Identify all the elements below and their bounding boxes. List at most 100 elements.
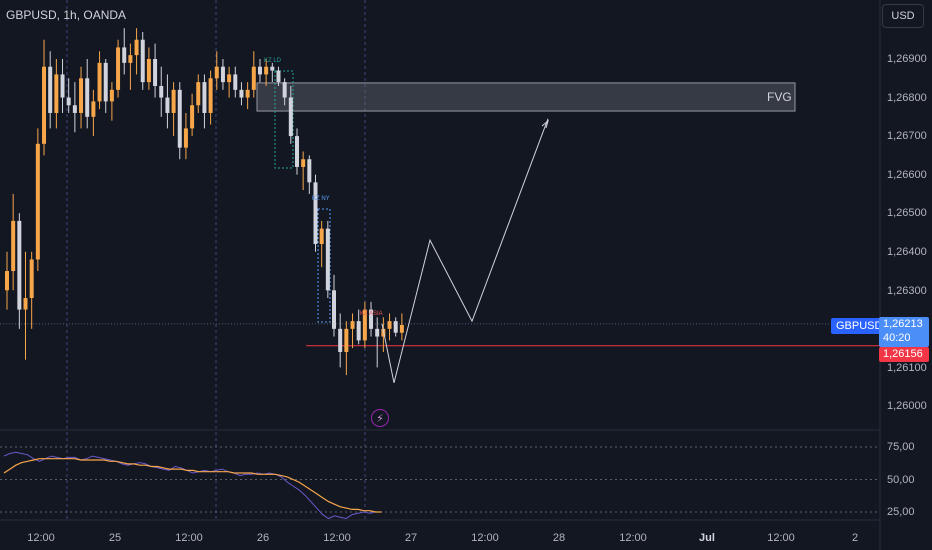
chart-title: GBPUSD, 1h, OANDA (6, 8, 127, 22)
candle-body (103, 62, 108, 102)
candle-body (116, 47, 121, 90)
candle-body (393, 321, 398, 333)
candle-body (165, 97, 170, 113)
candle-body (128, 55, 133, 63)
candle-body (66, 97, 71, 106)
candle-body (369, 309, 374, 329)
price-axis-label: 1,26400 (887, 246, 927, 258)
candle-body (282, 82, 287, 98)
price-axis-label: 1,26300 (887, 285, 927, 297)
candle-body (23, 298, 28, 310)
time-axis-label: Jul (699, 532, 715, 544)
time-axis-label: 12:00 (619, 532, 647, 544)
candle-body (11, 220, 16, 272)
candle-body (35, 143, 40, 260)
candle-body (294, 136, 299, 167)
candle-body (301, 159, 306, 167)
candle-body (220, 66, 225, 83)
price-axis-label: 1,26600 (887, 169, 927, 181)
candle-body (5, 271, 9, 291)
candle-body (79, 78, 84, 113)
time-axis-label: 12:00 (471, 532, 499, 544)
candle-body (239, 89, 244, 98)
candle-body (356, 321, 361, 341)
candle-body (276, 70, 281, 83)
candle-body (177, 89, 182, 148)
currency-button[interactable]: USD (882, 4, 924, 28)
candle-body (325, 228, 330, 291)
session-box-newyork (317, 208, 331, 323)
candle-body (134, 39, 139, 56)
time-axis-label: 2 (851, 532, 859, 544)
session-label-asia: KZ ASIA (360, 311, 383, 317)
candle-body (375, 328, 380, 337)
candle-body (54, 74, 59, 113)
candle-body (140, 39, 145, 83)
candle-body (313, 182, 318, 245)
candle-body (233, 74, 238, 90)
candle-body (196, 82, 201, 106)
session-label-newyork: KZ NY (312, 196, 330, 202)
candle-body (227, 74, 232, 83)
bar-countdown: 40:20 (883, 332, 911, 344)
candle-body (208, 78, 213, 113)
projection-arrowhead (541, 119, 549, 129)
candle-body (399, 324, 404, 333)
candle-body (307, 159, 312, 183)
price-axis-label: 1,26500 (887, 207, 927, 219)
current-price-value: 1,26213 (883, 318, 923, 330)
time-axis-label: 12:00 (323, 532, 351, 544)
time-axis-label: 26 (256, 532, 270, 544)
candle-body (48, 66, 53, 113)
price-axis-label: 1,26000 (887, 400, 927, 412)
time-axis-label: 12:00 (175, 532, 203, 544)
candle-body (264, 66, 269, 75)
candle-body (251, 66, 256, 90)
candle-body (183, 128, 188, 148)
candle-body (214, 66, 219, 79)
symbol-price-tag: GBPUSD (831, 318, 888, 334)
candle-body (60, 74, 65, 98)
time-axis-label: 12:00 (27, 532, 55, 544)
candle-body (109, 89, 114, 102)
candle-body (42, 66, 47, 144)
candle-body (122, 47, 127, 63)
time-axis-label: 12:00 (767, 532, 795, 544)
candle-body (257, 66, 262, 75)
session-label-london: KZ LD (264, 58, 282, 64)
candle-body (288, 97, 293, 137)
price-axis-label: 1,26700 (887, 130, 927, 142)
candle-body (202, 82, 207, 113)
candle-body (171, 89, 176, 113)
fvg-zone (256, 82, 796, 112)
candle-body (190, 105, 195, 129)
candle-body (159, 85, 164, 98)
price-axis-label: 1,26900 (887, 53, 927, 65)
price-axis-label: 1,26100 (887, 362, 927, 374)
indicator-axis-label: 50,00 (887, 474, 915, 486)
time-axis-label: 27 (404, 532, 418, 544)
candle-body (91, 101, 96, 117)
lightning-icon[interactable]: ⚡ (371, 409, 389, 427)
marked-price-label: 1,26156 (879, 347, 929, 362)
candle-body (97, 62, 102, 102)
current-price-label: 1,26213 40:20 (879, 317, 929, 347)
time-axis-label: 25 (108, 532, 122, 544)
price-axis-label: 1,26800 (887, 92, 927, 104)
candle-body (338, 328, 343, 352)
candle-body (146, 59, 151, 83)
indicator-axis-label: 75,00 (887, 441, 915, 453)
candle-body (85, 78, 90, 117)
candle-body (29, 259, 34, 299)
candle-body (72, 105, 77, 113)
candle-body (344, 328, 349, 352)
candle-body (362, 309, 367, 341)
projection-path (381, 118, 549, 383)
candle-body (153, 59, 158, 86)
fvg-zone-label: FVG (767, 90, 792, 104)
indicator-fast-line (3, 451, 382, 520)
indicator-axis-label: 25,00 (887, 506, 915, 518)
candle-body (319, 228, 324, 245)
candle-body (332, 290, 337, 329)
